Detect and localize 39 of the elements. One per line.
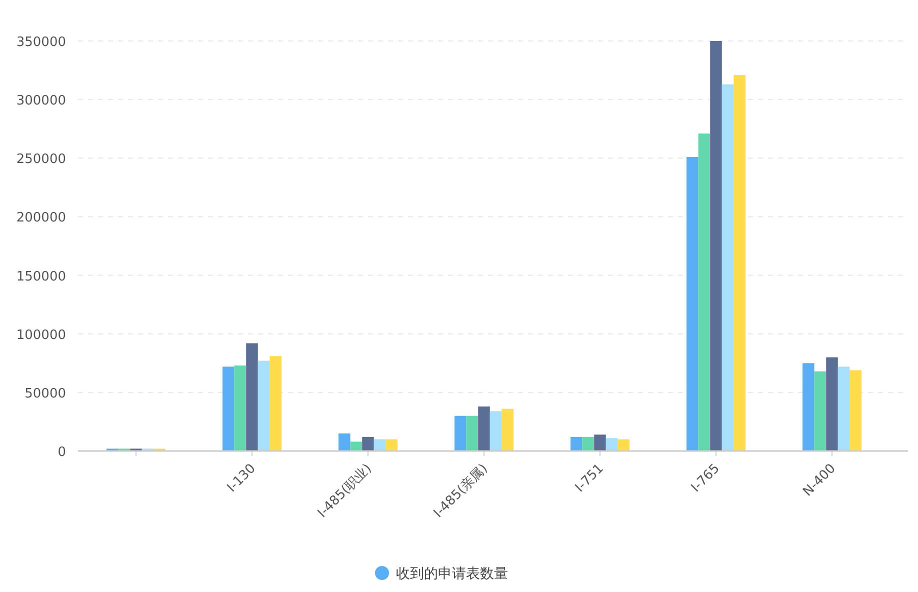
y-tick-label: 100000 bbox=[16, 328, 66, 343]
bar bbox=[386, 439, 398, 451]
y-tick-label: 200000 bbox=[16, 210, 66, 226]
bar bbox=[246, 343, 258, 451]
bar bbox=[374, 439, 386, 451]
bar bbox=[570, 436, 582, 451]
bar bbox=[582, 436, 594, 451]
y-tick-label: 300000 bbox=[16, 94, 66, 109]
bar bbox=[686, 156, 698, 451]
bar bbox=[478, 406, 490, 451]
bar bbox=[234, 365, 246, 451]
bar bbox=[222, 366, 234, 451]
bar bbox=[698, 134, 710, 451]
bar bbox=[362, 436, 374, 451]
bar bbox=[490, 411, 502, 451]
bar bbox=[606, 438, 618, 451]
bar bbox=[594, 434, 606, 451]
bar bbox=[722, 84, 734, 451]
y-tick-label: 250000 bbox=[16, 152, 66, 168]
bar bbox=[338, 433, 350, 451]
bar bbox=[710, 41, 722, 451]
bar bbox=[734, 74, 746, 451]
bar bbox=[850, 370, 862, 451]
bar bbox=[466, 416, 478, 451]
y-tick-label: 50000 bbox=[24, 386, 66, 402]
y-tick-label: 150000 bbox=[16, 269, 66, 284]
bar bbox=[618, 439, 630, 451]
bar bbox=[454, 416, 466, 451]
bar bbox=[350, 442, 362, 451]
bar bbox=[258, 360, 270, 451]
legend-label: 收到的申请表数量 bbox=[396, 566, 508, 582]
bar bbox=[802, 363, 814, 451]
bar bbox=[502, 408, 514, 451]
bar bbox=[270, 356, 282, 451]
y-tick-label: 350000 bbox=[16, 35, 66, 50]
y-tick-label: 0 bbox=[58, 445, 66, 460]
bar bbox=[826, 357, 838, 451]
bar bbox=[814, 371, 826, 451]
bar bbox=[838, 366, 850, 451]
